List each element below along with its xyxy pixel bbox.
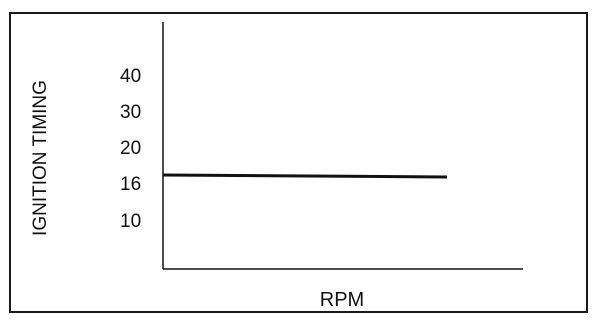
y-tick-label: 20 bbox=[120, 138, 141, 159]
y-axis-label: IGNITION TIMING bbox=[30, 80, 51, 236]
y-tick-label: 10 bbox=[120, 211, 141, 232]
x-axis-label: RPM bbox=[320, 289, 364, 311]
y-tick-label: 16 bbox=[120, 174, 141, 195]
y-tick-label: 30 bbox=[120, 102, 141, 123]
series-line bbox=[162, 173, 448, 179]
chart-frame bbox=[9, 12, 588, 313]
y-tick-label: 40 bbox=[120, 66, 141, 87]
